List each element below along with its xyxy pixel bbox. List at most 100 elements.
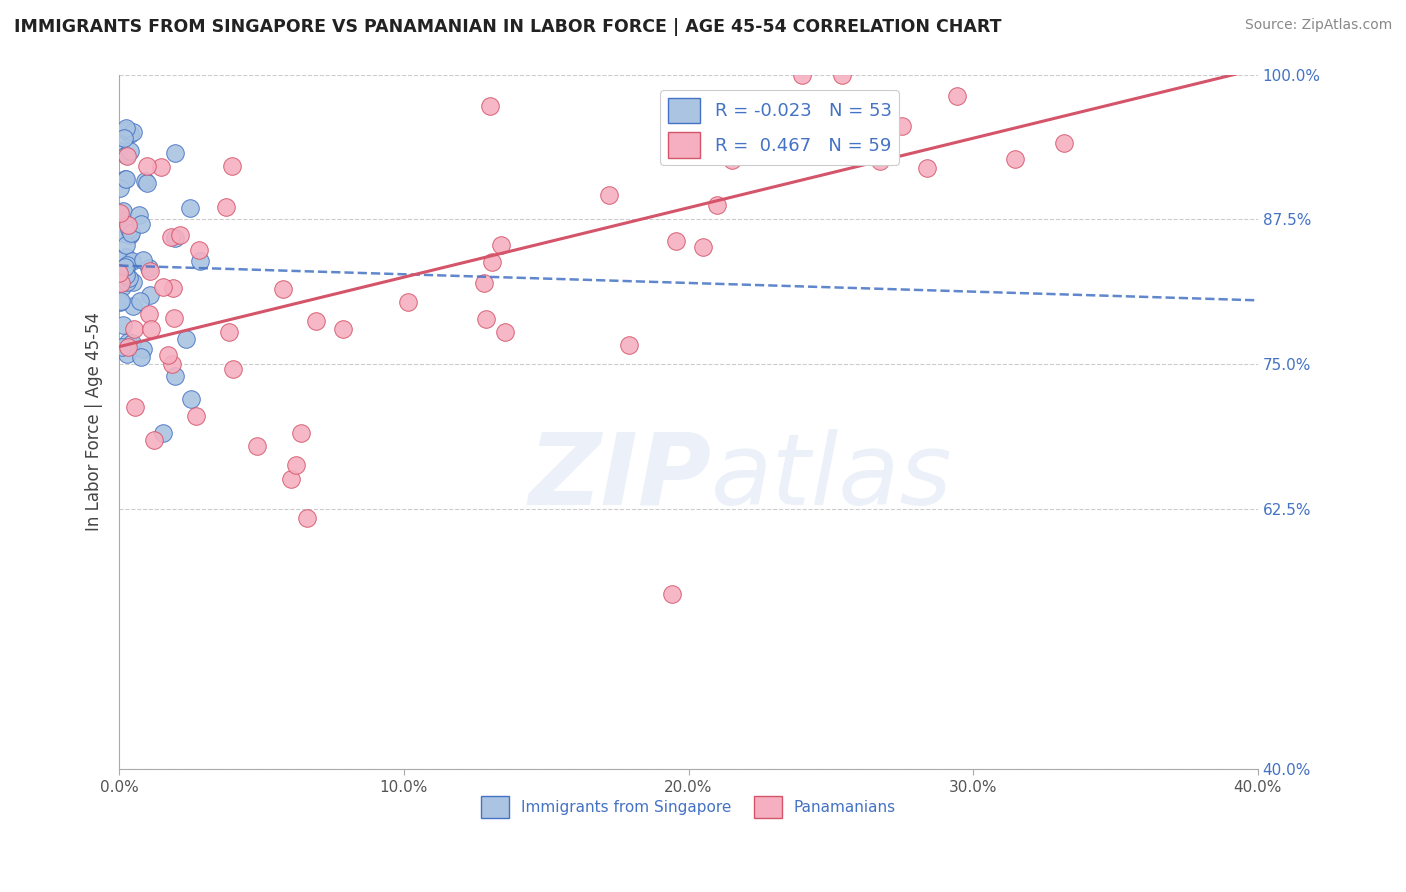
Point — [152, 280, 174, 294]
Point — [165, 230, 187, 244]
Text: atlas: atlas — [711, 429, 953, 526]
Point — [117, 340, 139, 354]
Point — [661, 587, 683, 601]
Point — [915, 161, 938, 176]
Point — [111, 340, 134, 354]
Point — [122, 322, 145, 336]
Point — [271, 282, 294, 296]
Point — [114, 260, 136, 274]
Point — [152, 426, 174, 441]
Point — [290, 426, 312, 441]
Legend: Immigrants from Singapore, Panamanians: Immigrants from Singapore, Panamanians — [475, 790, 903, 824]
Point — [120, 226, 142, 240]
Point — [246, 439, 269, 453]
Point — [115, 238, 138, 252]
Point — [138, 261, 160, 276]
Point — [831, 68, 853, 82]
Point — [118, 222, 141, 236]
Point — [138, 307, 160, 321]
Text: Source: ZipAtlas.com: Source: ZipAtlas.com — [1244, 18, 1392, 32]
Point — [692, 240, 714, 254]
Point — [869, 154, 891, 169]
Point — [114, 172, 136, 186]
Point — [110, 294, 132, 309]
Point — [221, 159, 243, 173]
Point — [121, 336, 143, 351]
Point — [188, 253, 211, 268]
Point — [115, 268, 138, 282]
Point — [165, 368, 187, 383]
Point — [396, 295, 419, 310]
Point — [114, 147, 136, 161]
Point — [184, 409, 207, 423]
Point — [135, 159, 157, 173]
Point — [494, 325, 516, 339]
Point — [129, 217, 152, 231]
Point — [304, 314, 326, 328]
Point — [790, 68, 813, 82]
Point — [134, 174, 156, 188]
Point — [475, 312, 498, 326]
Point — [115, 250, 138, 264]
Point — [332, 322, 354, 336]
Point — [115, 172, 138, 186]
Point — [665, 234, 688, 248]
Point — [169, 228, 191, 243]
Point — [124, 400, 146, 414]
Point — [118, 228, 141, 243]
Point — [139, 288, 162, 302]
Text: IMMIGRANTS FROM SINGAPORE VS PANAMANIAN IN LABOR FORCE | AGE 45-54 CORRELATION C: IMMIGRANTS FROM SINGAPORE VS PANAMANIAN … — [14, 18, 1001, 36]
Point — [598, 187, 620, 202]
Point — [111, 280, 134, 294]
Point — [489, 238, 512, 252]
Point — [131, 252, 153, 267]
Point — [160, 357, 183, 371]
Point — [945, 89, 967, 103]
Point — [108, 206, 131, 220]
Point — [117, 218, 139, 232]
Point — [156, 347, 179, 361]
Point — [1053, 136, 1076, 150]
Point — [121, 125, 143, 139]
Point — [108, 266, 131, 280]
Point — [117, 334, 139, 349]
Point — [118, 270, 141, 285]
Point — [115, 347, 138, 361]
Point — [131, 342, 153, 356]
Point — [676, 109, 699, 123]
Point — [112, 204, 135, 219]
Point — [135, 176, 157, 190]
Point — [115, 275, 138, 289]
Point — [163, 310, 186, 325]
Point — [129, 350, 152, 364]
Point — [112, 227, 135, 241]
Point — [179, 201, 201, 215]
Point — [120, 127, 142, 141]
Point — [142, 434, 165, 448]
Point — [180, 392, 202, 406]
Point — [121, 276, 143, 290]
Point — [479, 99, 502, 113]
Point — [696, 138, 718, 153]
Point — [163, 146, 186, 161]
Point — [139, 321, 162, 335]
Point — [110, 144, 132, 158]
Point — [114, 131, 136, 145]
Point — [110, 252, 132, 267]
Point — [162, 281, 184, 295]
Point — [115, 120, 138, 135]
Point — [280, 472, 302, 486]
Point — [617, 338, 640, 352]
Point — [1004, 153, 1026, 167]
Point — [222, 362, 245, 376]
Point — [110, 276, 132, 290]
Point — [214, 200, 236, 214]
Y-axis label: In Labor Force | Age 45-54: In Labor Force | Age 45-54 — [86, 312, 103, 532]
Point — [128, 208, 150, 222]
Point — [188, 243, 211, 257]
Point — [159, 229, 181, 244]
Point — [706, 198, 728, 212]
Point — [108, 181, 131, 195]
Point — [114, 123, 136, 137]
Point — [122, 299, 145, 313]
